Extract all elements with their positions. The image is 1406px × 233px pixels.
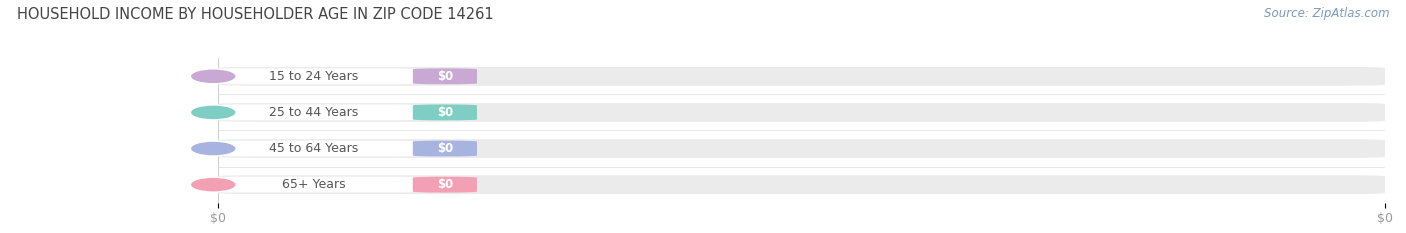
FancyBboxPatch shape xyxy=(413,177,477,193)
Text: 25 to 44 Years: 25 to 44 Years xyxy=(269,106,359,119)
FancyBboxPatch shape xyxy=(218,103,1385,122)
FancyBboxPatch shape xyxy=(218,67,1385,86)
FancyBboxPatch shape xyxy=(218,175,1385,194)
Ellipse shape xyxy=(191,178,235,191)
FancyBboxPatch shape xyxy=(413,68,477,84)
Text: $0: $0 xyxy=(437,106,453,119)
FancyBboxPatch shape xyxy=(212,68,419,84)
Ellipse shape xyxy=(191,142,235,155)
Text: $0: $0 xyxy=(437,70,453,83)
Text: HOUSEHOLD INCOME BY HOUSEHOLDER AGE IN ZIP CODE 14261: HOUSEHOLD INCOME BY HOUSEHOLDER AGE IN Z… xyxy=(17,7,494,22)
FancyBboxPatch shape xyxy=(212,177,419,193)
Text: $0: $0 xyxy=(437,178,453,191)
FancyBboxPatch shape xyxy=(218,139,1385,158)
Text: 15 to 24 Years: 15 to 24 Years xyxy=(269,70,359,83)
Text: 45 to 64 Years: 45 to 64 Years xyxy=(269,142,359,155)
FancyBboxPatch shape xyxy=(212,140,419,157)
Ellipse shape xyxy=(191,70,235,83)
FancyBboxPatch shape xyxy=(212,104,419,120)
Text: 65+ Years: 65+ Years xyxy=(281,178,346,191)
Text: Source: ZipAtlas.com: Source: ZipAtlas.com xyxy=(1264,7,1389,20)
FancyBboxPatch shape xyxy=(413,140,477,157)
Text: $0: $0 xyxy=(437,142,453,155)
Ellipse shape xyxy=(191,106,235,119)
FancyBboxPatch shape xyxy=(413,104,477,120)
